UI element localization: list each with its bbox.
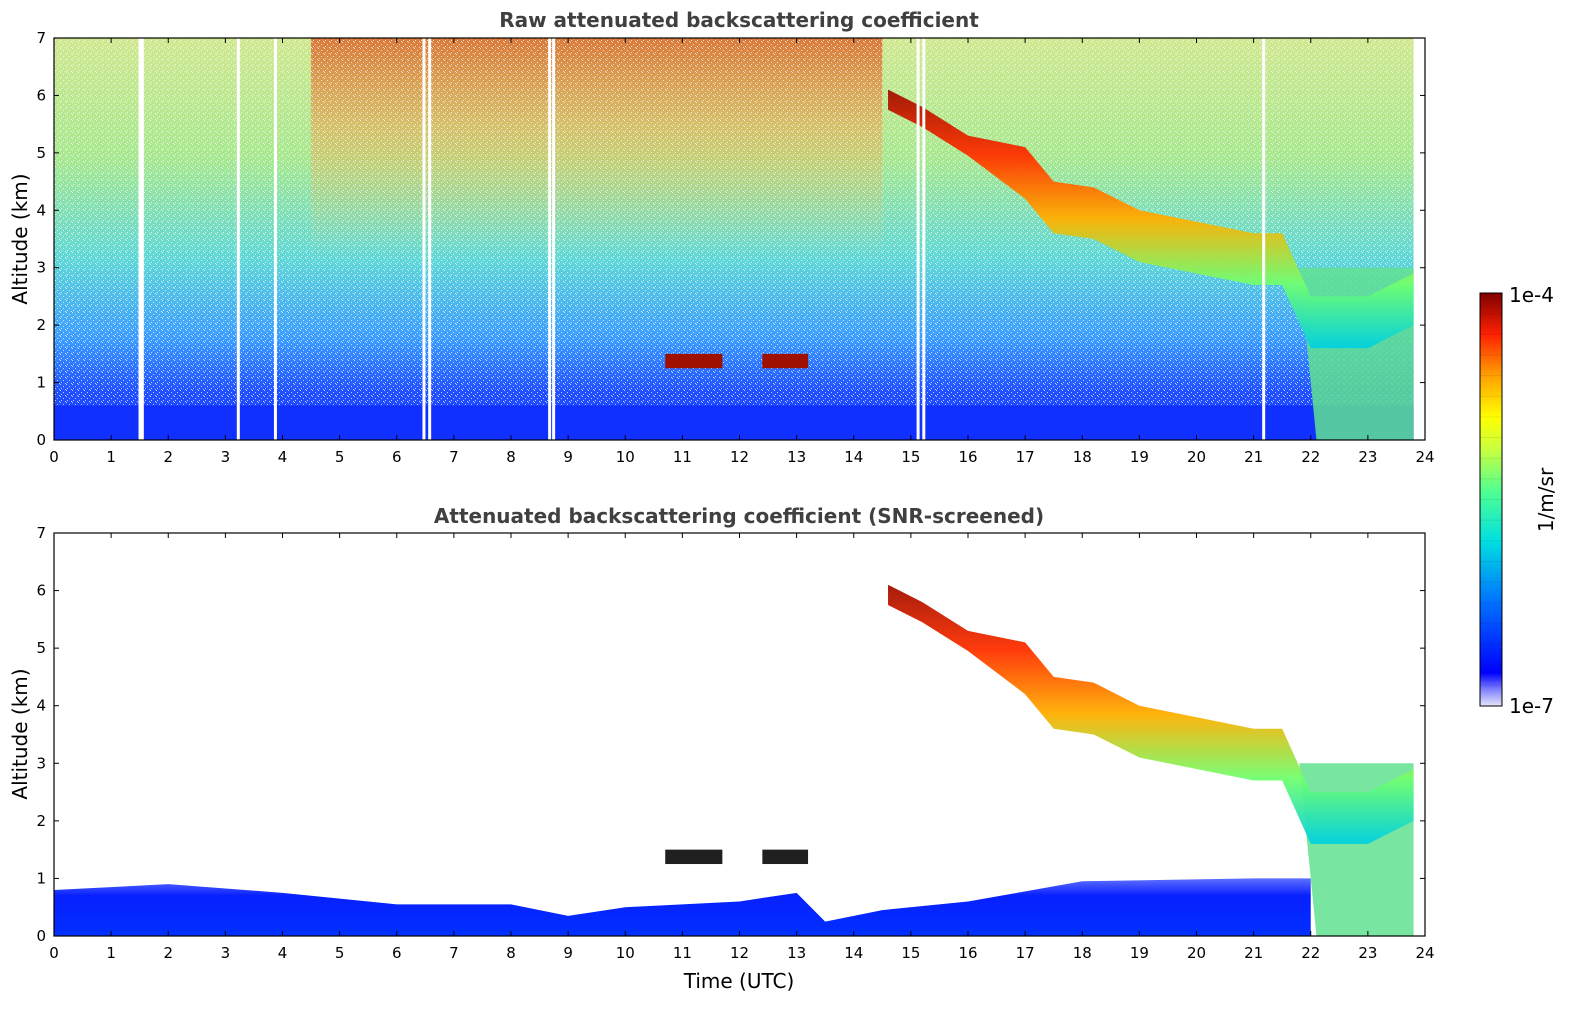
colorbar-gradient (1479, 292, 1503, 707)
x-tick-label: 9 (563, 944, 573, 962)
y-tick-label: 1 (36, 869, 46, 887)
x-tick-label: 22 (1301, 944, 1320, 962)
data-gap-line (916, 38, 920, 440)
midlevel-cloud-patch (665, 849, 723, 865)
y-tick-label: 4 (36, 201, 46, 219)
midlevel-cloud-patch (665, 353, 723, 369)
x-tick-label: 20 (1187, 448, 1206, 466)
x-tick-label: 19 (1130, 944, 1149, 962)
data-gap-line (1262, 38, 1266, 440)
x-tick-label: 23 (1358, 448, 1377, 466)
x-tick-label: 12 (730, 448, 749, 466)
x-tick-label: 18 (1073, 448, 1092, 466)
midlevel-cloud-patch (762, 353, 809, 369)
snr-panel-title: Attenuated backscattering coefficient (S… (434, 504, 1044, 528)
x-tick-label: 14 (844, 448, 863, 466)
colorbar-min-label: 1e-7 (1509, 694, 1554, 718)
x-tick-label: 3 (221, 448, 231, 466)
x-tick-label: 17 (1016, 944, 1035, 962)
x-tick-label: 12 (730, 944, 749, 962)
x-tick-label: 13 (787, 448, 806, 466)
raw-panel-title: Raw attenuated backscattering coefficien… (499, 8, 979, 32)
x-tick-label: 8 (506, 944, 516, 962)
x-tick-label: 7 (449, 448, 459, 466)
x-tick-label: 20 (1187, 944, 1206, 962)
x-tick-label: 16 (958, 448, 977, 466)
x-tick-label: 15 (901, 448, 920, 466)
x-tick-label: 21 (1244, 944, 1263, 962)
data-gap-line (140, 38, 144, 440)
cloud-layer (888, 584, 1414, 844)
x-tick-label: 13 (787, 944, 806, 962)
y-tick-label: 2 (36, 316, 46, 334)
data-gap-line (422, 38, 426, 440)
y-tick-label: 5 (36, 144, 46, 162)
x-axis-label: Time (UTC) (683, 969, 795, 993)
colorbar: 1e-4 1e-7 1/m/sr (1479, 283, 1558, 718)
x-tick-label: 2 (163, 448, 173, 466)
x-tick-label: 17 (1016, 448, 1035, 466)
colorbar-max-label: 1e-4 (1509, 283, 1554, 307)
cloud-layer (888, 89, 1414, 349)
y-tick-label: 7 (36, 29, 46, 47)
x-tick-label: 7 (449, 944, 459, 962)
boundary-layer-region (54, 878, 1311, 936)
y-tick-label: 3 (36, 754, 46, 772)
x-tick-label: 3 (221, 944, 231, 962)
x-tick-label: 10 (616, 944, 635, 962)
x-tick-label: 11 (673, 944, 692, 962)
snr-screened-panel: Attenuated backscattering coefficient (S… (8, 504, 1435, 993)
raw-panel-ylabel: Altitude (km) (8, 173, 32, 304)
data-gap-line (236, 38, 240, 440)
x-tick-label: 0 (49, 448, 59, 466)
x-tick-label: 16 (958, 944, 977, 962)
y-tick-label: 6 (36, 86, 46, 104)
x-tick-label: 24 (1415, 448, 1434, 466)
x-tick-label: 5 (335, 944, 345, 962)
y-tick-label: 5 (36, 639, 46, 657)
y-tick-label: 0 (36, 431, 46, 449)
y-tick-label: 3 (36, 259, 46, 277)
x-tick-label: 4 (278, 448, 288, 466)
x-tick-label: 5 (335, 448, 345, 466)
x-tick-label: 18 (1073, 944, 1092, 962)
x-tick-label: 9 (563, 448, 573, 466)
midlevel-cloud-patch (762, 849, 809, 865)
y-tick-label: 1 (36, 374, 46, 392)
raw-backscatter-panel: Raw attenuated backscattering coefficien… (8, 8, 1435, 466)
colorbar-units-label: 1/m/sr (1534, 467, 1558, 532)
x-tick-label: 22 (1301, 448, 1320, 466)
x-tick-label: 6 (392, 448, 402, 466)
data-gap-line (552, 38, 556, 440)
x-tick-label: 8 (506, 448, 516, 466)
data-gap-line (138, 38, 142, 440)
x-tick-label: 1 (106, 448, 116, 466)
x-tick-label: 19 (1130, 448, 1149, 466)
x-tick-label: 0 (49, 944, 59, 962)
y-tick-label: 7 (36, 524, 46, 542)
x-tick-label: 23 (1358, 944, 1377, 962)
x-tick-label: 11 (673, 448, 692, 466)
y-tick-label: 4 (36, 697, 46, 715)
data-gap-line (922, 38, 926, 440)
data-gap-line (428, 38, 432, 440)
x-tick-label: 24 (1415, 944, 1434, 962)
y-tick-label: 6 (36, 582, 46, 600)
x-tick-label: 21 (1244, 448, 1263, 466)
x-tick-label: 14 (844, 944, 863, 962)
y-tick-label: 2 (36, 812, 46, 830)
data-gap-line (273, 38, 277, 440)
x-tick-label: 4 (278, 944, 288, 962)
surface-aerosol-layer (54, 405, 1414, 440)
x-tick-label: 6 (392, 944, 402, 962)
snr-panel-ylabel: Altitude (km) (8, 668, 32, 799)
y-tick-label: 0 (36, 927, 46, 945)
x-tick-label: 2 (163, 944, 173, 962)
x-tick-label: 1 (106, 944, 116, 962)
data-gap-line (548, 38, 552, 440)
x-tick-label: 10 (616, 448, 635, 466)
x-tick-label: 15 (901, 944, 920, 962)
